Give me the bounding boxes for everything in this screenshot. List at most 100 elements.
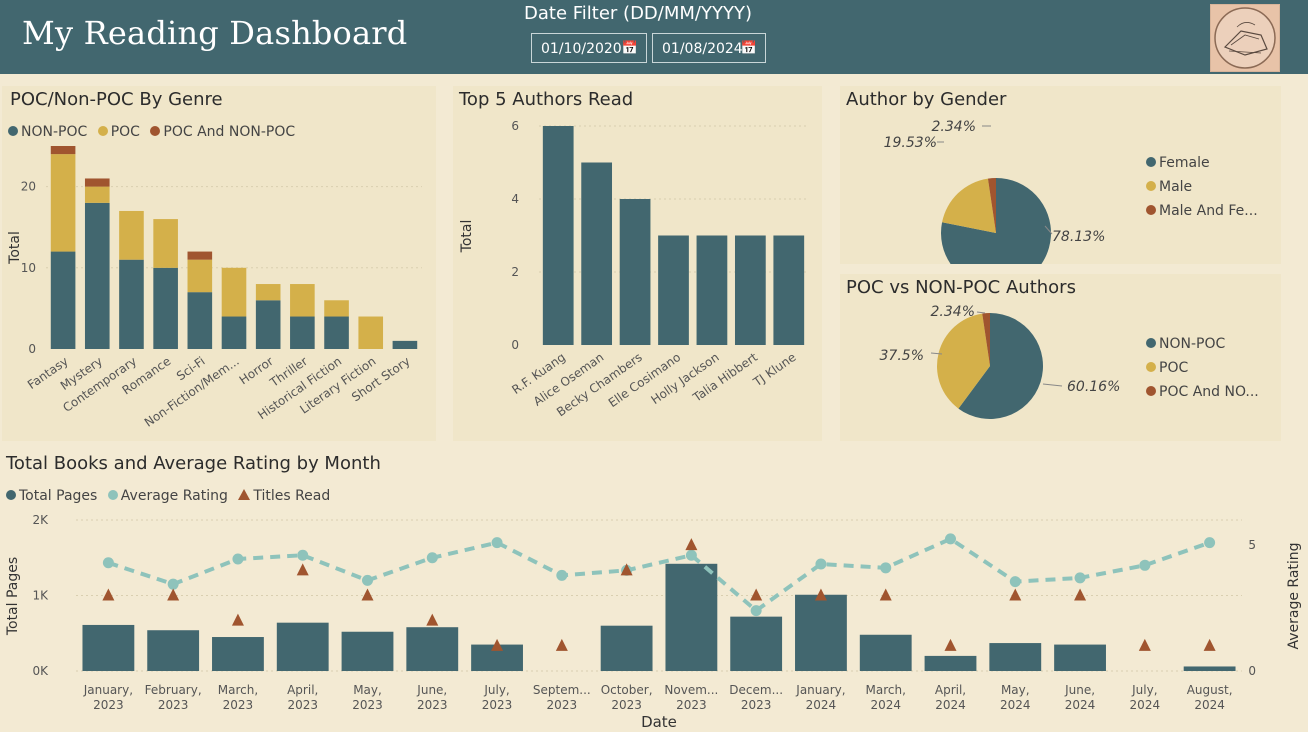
x-tick-month: Septem... — [533, 683, 591, 697]
bar-segment — [324, 300, 349, 317]
genre-panel: POC/Non-POC By Genre NON-POC POC POC And… — [2, 86, 436, 441]
rating-point — [1074, 572, 1086, 584]
x-tick-year: 2024 — [935, 698, 966, 712]
rating-point — [362, 574, 373, 586]
rating-line — [107, 536, 1211, 614]
legend-non-poc-authors[interactable]: NON-POC — [1146, 336, 1259, 352]
pie-leader-line — [1044, 225, 1053, 235]
legend-male[interactable]: Male — [1146, 179, 1258, 195]
titles-marker — [102, 588, 115, 601]
pie-slice — [937, 313, 990, 409]
x-tick-month: March, — [866, 683, 906, 697]
pages-bar — [795, 594, 847, 671]
pie-value-label: 19.53% — [884, 135, 937, 151]
author-bar — [581, 162, 613, 345]
x-tick-year: 2023 — [547, 698, 578, 712]
bar-segment — [187, 251, 213, 260]
logo — [1210, 4, 1280, 72]
rating-point — [232, 553, 244, 565]
pages-bar — [600, 625, 653, 671]
titles-marker — [1074, 588, 1087, 601]
titles-marker — [685, 538, 698, 551]
pages-bar — [665, 563, 718, 671]
rating-point — [426, 552, 438, 564]
monthly-panel: Total Books and Average Rating by Month … — [0, 450, 1308, 732]
x-tick-year: 2023 — [287, 698, 318, 712]
authors-panel: Top 5 Authors Read 0 2 4 6 Total R.F. Kuang Al… — [453, 86, 822, 441]
bar-segment — [84, 186, 110, 203]
author-bar — [773, 235, 805, 345]
x-tick-year: 2023 — [352, 698, 383, 712]
genre-legend: NON-POC POC POC And NON-POC — [8, 124, 301, 140]
pages-bar — [147, 630, 200, 671]
x-tick-month: January, — [83, 683, 133, 697]
pages-bar — [406, 627, 459, 671]
bar-segment — [221, 316, 247, 349]
titles-marker — [879, 588, 892, 601]
legend-poc-authors[interactable]: POC — [1146, 360, 1259, 376]
pie-value-label: 37.5% — [880, 348, 924, 364]
x-tick-year: 2023 — [93, 698, 124, 712]
y2-axis-label: Average Rating — [1286, 542, 1302, 649]
titles-marker — [231, 613, 244, 626]
x-tick-year: 2024 — [806, 698, 837, 712]
titles-marker — [1138, 638, 1151, 651]
pie-leader-line — [976, 311, 986, 314]
titles-marker — [1203, 638, 1216, 651]
end-date-value: 01/08/2024 — [662, 41, 743, 57]
x-tick-month: October, — [601, 683, 653, 697]
end-date-input[interactable]: 01/08/2024 📅 — [652, 33, 766, 63]
bar-segment — [50, 146, 76, 155]
start-date-input[interactable]: 01/10/2020 📅 — [531, 33, 647, 63]
author-bar — [696, 235, 728, 345]
x-tick-month: August, — [1187, 683, 1233, 697]
pie-slice — [958, 313, 1043, 419]
x-tick-month: March, — [218, 683, 258, 697]
titles-marker — [620, 563, 633, 576]
pages-bar — [989, 643, 1042, 671]
pie-slice — [982, 313, 990, 366]
calendar-icon[interactable]: 📅 — [621, 41, 638, 56]
legend-titles-read[interactable]: Titles Read — [238, 488, 330, 504]
legend-female[interactable]: Female — [1146, 155, 1258, 171]
bar-segment — [290, 284, 315, 317]
bar-segment — [187, 292, 213, 349]
rating-point — [750, 605, 762, 617]
legend-poc-and-non-poc-authors[interactable]: POC And NO... — [1146, 384, 1259, 400]
author-bar — [542, 126, 574, 345]
legend-non-poc[interactable]: NON-POC — [8, 124, 87, 140]
rating-point — [945, 533, 956, 545]
titles-marker — [296, 563, 309, 576]
x-tick-year: 2023 — [741, 698, 772, 712]
pie-slice — [942, 178, 996, 233]
bar-segment — [50, 154, 76, 252]
pie-leader-line — [1042, 383, 1063, 387]
legend-male-and-female[interactable]: Male And Fe... — [1146, 203, 1258, 219]
x-tick-year: 2023 — [223, 698, 254, 712]
x-tick-year: 2024 — [1000, 698, 1031, 712]
legend-average-rating[interactable]: Average Rating — [107, 488, 228, 504]
legend-poc[interactable]: POC — [97, 124, 140, 140]
pie-slice — [941, 178, 1051, 264]
titles-marker — [944, 638, 957, 651]
titles-marker — [814, 588, 827, 601]
x-tick-year: 2024 — [870, 698, 901, 712]
x-tick-month: July, — [483, 683, 509, 697]
pie-slice — [987, 178, 996, 233]
monthly-chart-title: Total Books and Average Rating by Month — [6, 453, 381, 474]
x-tick-year: 2023 — [676, 698, 707, 712]
y-axis-label: Total — [7, 231, 23, 265]
pie-value-label: 60.16% — [1067, 379, 1120, 395]
x-tick-month: April, — [287, 683, 318, 697]
bar-segment — [84, 178, 110, 187]
bar-segment — [119, 210, 144, 260]
calendar-icon[interactable]: 📅 — [740, 41, 757, 56]
legend-poc-and-non-poc[interactable]: POC And NON-POC — [150, 124, 295, 140]
legend-total-pages[interactable]: Total Pages — [6, 488, 97, 504]
author-bar — [734, 235, 766, 345]
authors-chart-title: Top 5 Authors Read — [459, 89, 634, 110]
pages-bar — [212, 637, 264, 671]
poc-legend: NON-POC POC POC And NO... — [1146, 336, 1259, 408]
pie-value-label: 2.34% — [931, 304, 975, 320]
